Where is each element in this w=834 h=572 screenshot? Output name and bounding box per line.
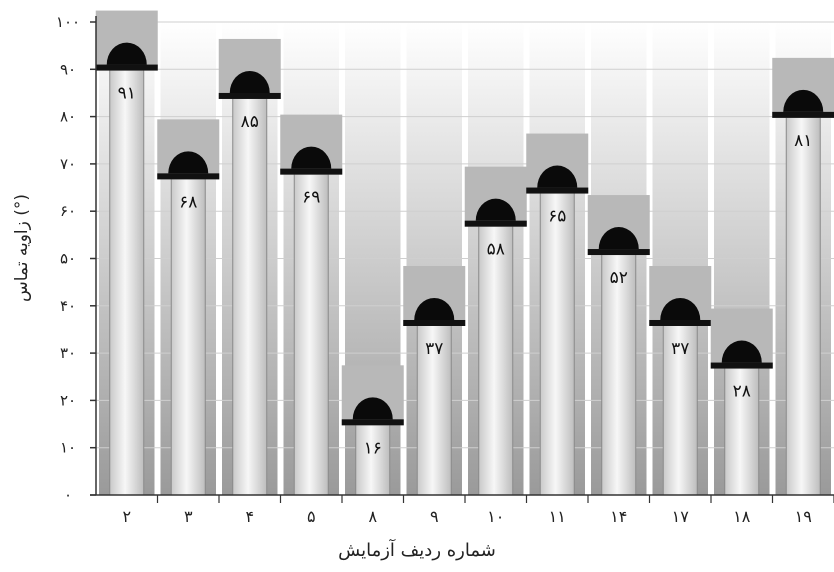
y-axis-title-wrap: زاویه تماس (°) — [6, 0, 38, 495]
value-label: ۳۷ — [425, 339, 443, 359]
value-label: ۱۶ — [364, 438, 382, 458]
y-tick-label: ۶۰ — [60, 202, 76, 220]
y-tick-label: ۲۰ — [60, 391, 76, 409]
y-axis-title: زاویه تماس (°) — [12, 193, 32, 302]
droplet-image — [157, 119, 220, 180]
bar — [785, 111, 821, 496]
droplet-substrate — [587, 249, 650, 256]
droplet-image — [772, 57, 834, 118]
y-tick-label: ۷۰ — [60, 155, 76, 173]
value-label: ۹۱ — [118, 84, 136, 104]
droplet-shape — [352, 397, 393, 420]
droplet-substrate — [710, 362, 773, 369]
y-tick-label: ۳۰ — [60, 344, 76, 362]
x-tick-label: ۱۸ — [733, 507, 751, 526]
droplet-image — [95, 10, 158, 71]
droplet-shape — [229, 70, 270, 93]
droplet-images — [95, 10, 834, 426]
y-tick-label: ۰ — [64, 486, 72, 504]
x-tick-label: ۵ — [307, 507, 316, 526]
y-tick-label: ۵۰ — [60, 250, 76, 268]
x-tick-label: ۴ — [245, 507, 254, 526]
droplet-substrate — [341, 419, 404, 426]
droplet-shape — [537, 165, 578, 188]
bar — [109, 64, 145, 496]
y-tick-label: ۱۰ — [60, 439, 76, 457]
bars — [109, 64, 821, 496]
value-label: ۳۷ — [671, 339, 689, 359]
value-label: ۶۹ — [302, 188, 320, 208]
droplet-image — [218, 38, 281, 99]
value-label: ۵۲ — [610, 268, 628, 288]
droplet-substrate — [772, 111, 834, 118]
droplet-substrate — [403, 319, 466, 326]
x-tick-label: ۱۰ — [487, 507, 504, 526]
y-tick-label: ۴۰ — [60, 297, 76, 315]
bar — [478, 220, 514, 496]
bar — [416, 319, 452, 496]
droplet-shape — [660, 297, 701, 320]
value-label: ۸۵ — [241, 112, 259, 132]
y-tick-label: ۸۰ — [60, 108, 76, 126]
droplet-shape — [475, 198, 516, 221]
value-label: ۵۸ — [487, 240, 505, 260]
x-tick-label: ۱۷ — [672, 507, 690, 526]
bar — [601, 248, 637, 496]
y-tick-label: ۹۰ — [60, 60, 76, 78]
droplet-shape — [783, 89, 824, 112]
droplet-image — [341, 365, 404, 426]
droplet-substrate — [526, 187, 589, 194]
x-tick-label: ۲ — [122, 507, 131, 526]
droplet-shape — [598, 227, 639, 250]
droplet-image — [464, 166, 527, 227]
bar — [355, 418, 391, 496]
x-tick-label: ۳ — [184, 507, 193, 526]
value-label: ۶۵ — [548, 207, 566, 227]
droplet-image — [649, 265, 712, 326]
droplet-image — [403, 265, 466, 326]
x-tick-label: ۸ — [368, 507, 377, 526]
bar — [170, 172, 206, 496]
value-labels: ۹۱ ۶۸ ۸۵ ۶۹ ۱۶ ۳۷ ۵۸ ۶۵ ۵۲ ۳۷ ۲۸ ۸۱ — [118, 84, 813, 459]
value-label: ۶۸ — [179, 192, 197, 212]
droplet-shape — [291, 146, 332, 169]
axes — [90, 16, 834, 503]
x-axis-title: شماره ردیف آزمایش — [338, 540, 496, 561]
value-label: ۸۱ — [794, 131, 812, 151]
droplet-substrate — [649, 319, 712, 326]
x-tick-label: ۱۹ — [795, 507, 812, 526]
droplet-image — [587, 195, 650, 256]
x-tick-label: ۱۱ — [549, 507, 566, 526]
droplet-shape — [721, 340, 762, 363]
x-tick-label: ۹ — [430, 507, 439, 526]
droplet-substrate — [464, 220, 527, 227]
droplet-shape — [414, 297, 455, 320]
droplet-substrate — [280, 168, 343, 175]
y-tick-label: ۱۰۰ — [56, 13, 80, 31]
droplet-image — [280, 114, 343, 175]
droplet-image — [710, 308, 773, 369]
bar — [293, 168, 329, 496]
x-tick-label: ۱۴ — [610, 507, 627, 526]
droplet-shape — [106, 42, 147, 65]
droplet-substrate — [157, 173, 220, 180]
bar — [232, 92, 268, 496]
value-label: ۲۸ — [733, 382, 751, 402]
bar — [539, 187, 575, 496]
droplet-shape — [168, 151, 209, 174]
droplet-substrate — [218, 92, 281, 99]
droplet-substrate — [95, 64, 158, 71]
droplet-image — [526, 133, 589, 194]
